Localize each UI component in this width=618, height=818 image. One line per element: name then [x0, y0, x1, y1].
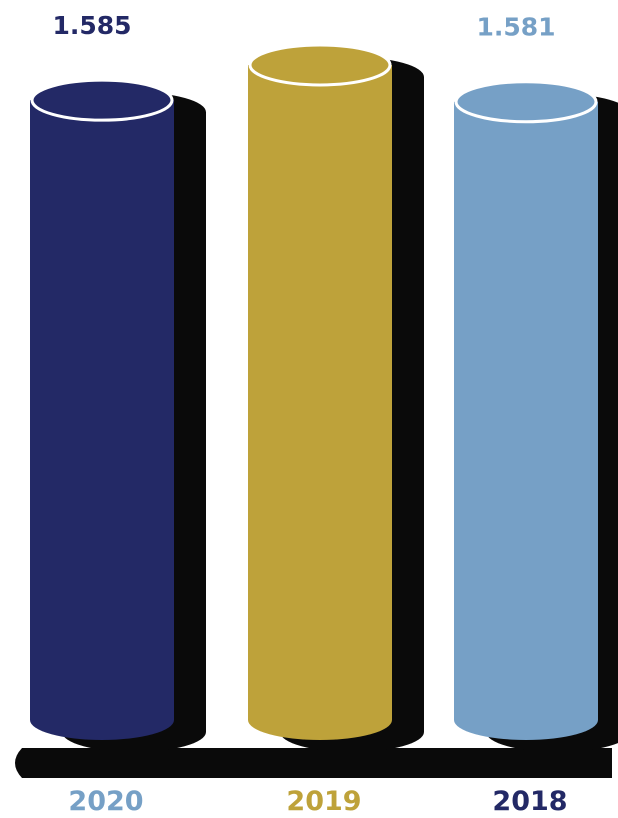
value-label: 1.581 — [476, 13, 555, 42]
value-label: 1.585 — [52, 11, 131, 40]
bar-2019 — [248, 43, 424, 753]
category-label: 2018 — [492, 786, 567, 817]
bars-group — [30, 43, 618, 753]
chart-floor — [15, 748, 612, 778]
bar-2018 — [454, 80, 618, 752]
category-label: 2020 — [68, 786, 143, 817]
category-label: 2019 — [286, 786, 361, 817]
chart-base — [15, 748, 612, 778]
bar-body — [248, 64, 392, 741]
value-label: 1.675 — [270, 0, 349, 5]
bar-top-cap — [454, 80, 598, 124]
bar-body — [30, 100, 174, 740]
bar-body — [454, 101, 598, 740]
bar-top-cap — [30, 78, 174, 122]
bar-2020 — [30, 78, 206, 752]
labels-group: 1.585 2020 1.675 2019 1.581 2018 — [52, 0, 567, 817]
bar-top-cap — [248, 43, 392, 87]
